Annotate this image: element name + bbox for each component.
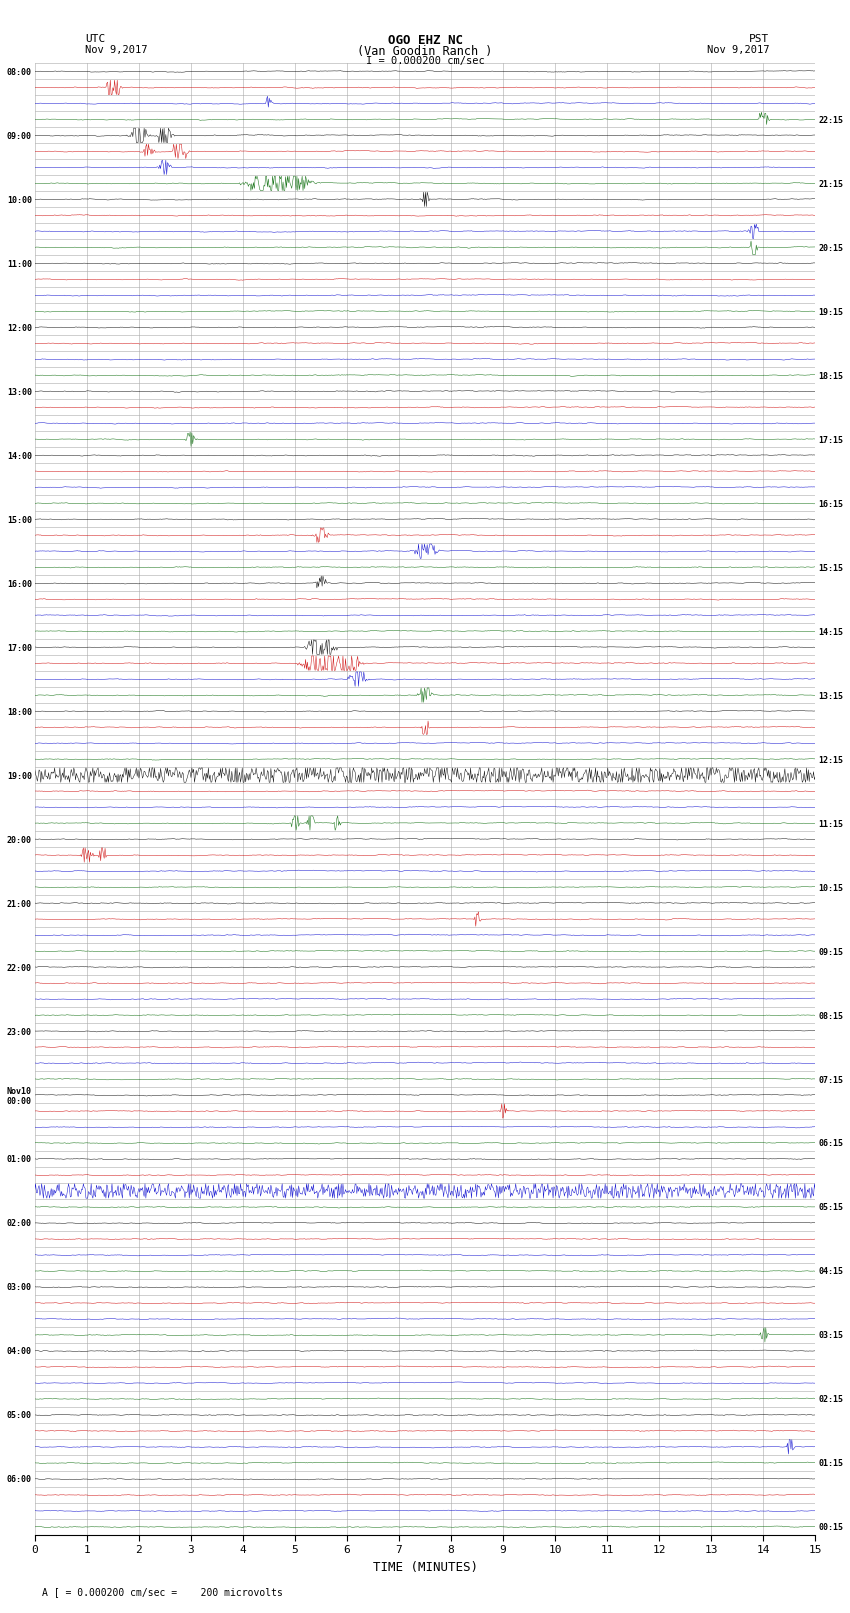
Text: A [ = 0.000200 cm/sec =    200 microvolts: A [ = 0.000200 cm/sec = 200 microvolts (42, 1587, 283, 1597)
Text: OGO EHZ NC: OGO EHZ NC (388, 34, 462, 47)
Text: PST: PST (749, 34, 769, 44)
Text: Nov 9,2017: Nov 9,2017 (85, 45, 148, 55)
X-axis label: TIME (MINUTES): TIME (MINUTES) (372, 1561, 478, 1574)
Text: UTC: UTC (85, 34, 105, 44)
Text: I = 0.000200 cm/sec: I = 0.000200 cm/sec (366, 56, 484, 66)
Text: (Van Goodin Ranch ): (Van Goodin Ranch ) (357, 45, 493, 58)
Text: Nov 9,2017: Nov 9,2017 (706, 45, 769, 55)
